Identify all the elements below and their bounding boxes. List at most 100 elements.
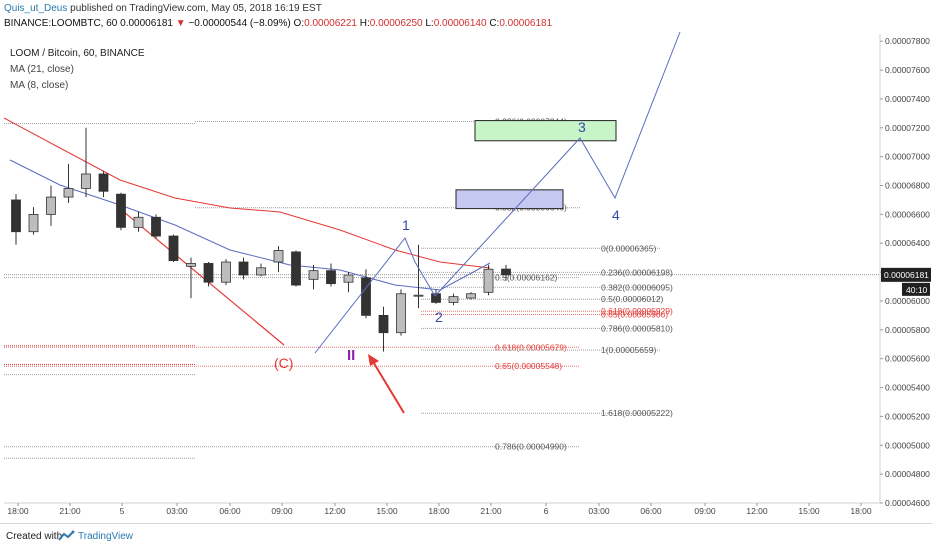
- ohlc-bar: BINANCE:LOOMBTC, 60 0.00006181 ▼ −0.0000…: [4, 18, 552, 29]
- wave-label-2: 2: [435, 309, 443, 325]
- y-tick-label: 0.00005600: [885, 354, 930, 364]
- y-tick-label: 0.00004800: [885, 469, 930, 479]
- down-arrow-icon: ▼: [175, 18, 186, 29]
- last-price-tag-label: 0.00006181: [884, 270, 929, 280]
- high-value: 0.00006250: [369, 18, 423, 29]
- fib-right-label: 0.618(0.00005929): [601, 306, 673, 316]
- candle-body: [361, 277, 371, 316]
- y-tick-label: 0.00006000: [885, 296, 930, 306]
- y-tick-label: 0.00006600: [885, 209, 930, 219]
- last-price-tag: [881, 267, 931, 282]
- x-tick-label: 15:00: [798, 506, 820, 516]
- candle-body: [343, 274, 354, 283]
- candle-body: [81, 173, 91, 189]
- candle-body: [46, 196, 56, 215]
- ma8-line: [9, 159, 491, 291]
- y-tick-label: 0.00006400: [885, 238, 930, 248]
- candle-body: [98, 173, 109, 192]
- candle-body: [326, 270, 336, 285]
- y-tick-label: 0.00007400: [885, 94, 930, 104]
- candle-body: [28, 213, 39, 233]
- candle-body: [413, 294, 424, 297]
- wave-label-1: 1: [402, 217, 410, 233]
- fib-right-label: 0.786(0.00005810): [601, 323, 673, 333]
- candle-body: [116, 193, 126, 228]
- countdown-tag: [902, 282, 930, 296]
- x-tick-label: 15:00: [376, 506, 398, 516]
- candle-body: [133, 216, 144, 228]
- x-tick-label: 6: [544, 506, 549, 516]
- candle-body: [11, 199, 21, 233]
- fib-left-label: 0.618(0.00005679): [495, 342, 567, 352]
- wave-label-ii: II: [347, 347, 355, 364]
- close-value: 0.00006181: [499, 18, 553, 29]
- fib-right-label: 0.65(0.00005906): [601, 310, 668, 320]
- publish-info: published on TradingView.com, May 05, 20…: [70, 3, 322, 14]
- x-tick-label: 03:00: [588, 506, 610, 516]
- x-tick-label: 06:00: [219, 506, 241, 516]
- fib-right-label: 0.382(0.00006095): [601, 282, 673, 292]
- wave-label-3: 3: [578, 119, 586, 135]
- open-label: O:: [293, 18, 305, 29]
- y-tick-label: 0.00007800: [885, 36, 930, 46]
- x-tick-label: 06:00: [640, 506, 662, 516]
- wave-label-c: (C): [274, 355, 293, 371]
- candle-body: [63, 188, 74, 198]
- y-tick-label: 0.00005800: [885, 325, 930, 335]
- created-with-label: Created with: [6, 531, 63, 542]
- high-label: H:: [359, 18, 370, 29]
- y-tick-label: 0.00005400: [885, 383, 930, 393]
- x-tick-label: 12:00: [746, 506, 768, 516]
- low-value: 0.00006140: [433, 18, 487, 29]
- candle-body: [256, 267, 266, 276]
- candle-body: [168, 235, 179, 261]
- x-tick-label: 18:00: [428, 506, 450, 516]
- candle-body: [238, 261, 249, 276]
- x-tick-label: 12:00: [324, 506, 346, 516]
- y-tick-label: 0.00007000: [885, 152, 930, 162]
- footer: Created with TradingView: [0, 523, 932, 551]
- x-tick-label: 5: [120, 506, 125, 516]
- candle-body: [396, 293, 406, 334]
- fib-right-label: 1(0.00005659): [601, 345, 656, 355]
- candle-body: [291, 251, 301, 286]
- chart-legend: LOOM / Bitcoin, 60, BINANCE MA (21, clos…: [10, 46, 145, 94]
- fib-left-label: 0.786(0.00004990): [495, 442, 567, 452]
- ma21-line: [3, 117, 491, 269]
- candle-body: [203, 263, 214, 283]
- fib-right-label: 0.5(0.00006012): [601, 294, 664, 304]
- target-box-green: [474, 120, 617, 142]
- change-value: −0.00000544 (−8.09%): [188, 18, 291, 29]
- last-price: 0.00006181: [120, 18, 173, 29]
- fib-right-label: 0(0.00006365): [601, 243, 656, 253]
- y-tick-label: 0.00007200: [885, 123, 930, 133]
- open-value: 0.00006221: [304, 18, 357, 29]
- fib-left-label: 0.65(0.00005548): [495, 361, 562, 371]
- candle-body: [308, 270, 319, 280]
- legend-title: LOOM / Bitcoin, 60, BINANCE: [10, 48, 145, 59]
- candle-body: [431, 293, 441, 303]
- candle-body: [448, 296, 459, 303]
- red-arrow-head: [368, 354, 379, 366]
- tradingview-logo-icon: [58, 530, 75, 541]
- fib-right-label: 0.236(0.00006198): [601, 267, 673, 277]
- candle-body: [483, 268, 494, 293]
- candle-body: [501, 268, 511, 276]
- x-tick-label: 18:00: [7, 506, 29, 516]
- author-link[interactable]: Quis_ut_Deus: [4, 3, 68, 14]
- legend-ma21[interactable]: MA (21, close): [10, 64, 74, 75]
- x-tick-label: 09:00: [271, 506, 293, 516]
- low-label: L:: [425, 18, 434, 29]
- y-tick-label: 0.00007600: [885, 65, 930, 75]
- target-box-blue: [455, 189, 564, 210]
- candle-body: [273, 250, 284, 263]
- legend-ma8[interactable]: MA (8, close): [10, 80, 69, 91]
- tradingview-brand[interactable]: TradingView: [78, 531, 134, 542]
- wave-projection: [314, 31, 681, 354]
- candle-body: [186, 263, 196, 267]
- candle-body: [466, 293, 476, 299]
- y-tick-label: 0.00005000: [885, 440, 930, 450]
- price-chart[interactable]: 0.00007800 0.00007600 0.00007400 0.00007200…: [0, 0, 932, 523]
- x-tick-label: 18:00: [850, 506, 872, 516]
- countdown-tag-label: 40:10: [906, 285, 928, 295]
